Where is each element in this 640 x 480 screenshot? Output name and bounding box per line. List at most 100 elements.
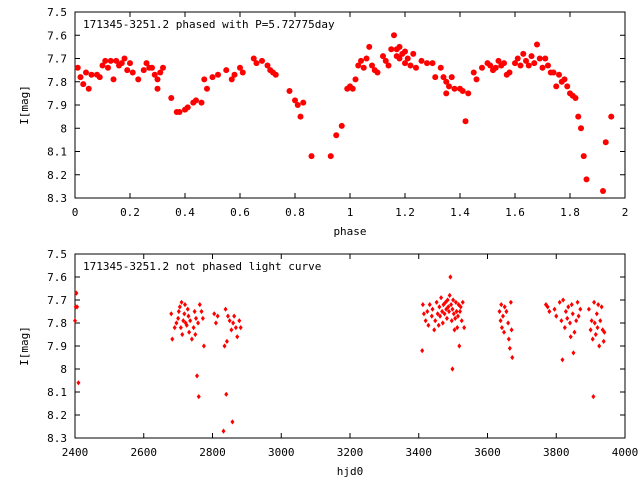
data-point — [575, 113, 582, 120]
data-point — [435, 311, 440, 317]
data-point — [578, 125, 584, 132]
chart-title: 171345-3251.2 phased with P=5.72775day — [83, 18, 335, 31]
data-point — [536, 55, 543, 62]
data-point — [575, 299, 580, 305]
data-point — [99, 62, 106, 69]
data-point — [421, 311, 426, 317]
data-point — [225, 313, 230, 319]
x-tick-label: 2600 — [131, 446, 158, 459]
data-point — [443, 78, 450, 85]
plot-frame — [74, 11, 626, 199]
data-point — [571, 350, 576, 356]
data-point — [75, 304, 80, 310]
data-point — [308, 153, 315, 160]
data-point — [198, 99, 205, 106]
data-point — [391, 32, 397, 39]
data-point — [593, 331, 598, 338]
y-tick-label: 7.8 — [47, 76, 67, 89]
data-point — [434, 299, 439, 305]
data-point — [440, 320, 445, 326]
data-point — [420, 348, 425, 354]
data-point — [510, 354, 515, 361]
data-point — [562, 325, 567, 331]
data-point — [80, 81, 87, 88]
data-point — [110, 76, 117, 83]
data-point — [449, 302, 454, 308]
data-point — [497, 308, 502, 315]
data-point — [437, 304, 442, 310]
data-point — [451, 311, 456, 317]
y-tick-label: 8.1 — [47, 386, 67, 399]
data-point — [231, 71, 238, 78]
y-tick-label: 8.1 — [47, 146, 67, 159]
data-point — [191, 325, 196, 331]
data-point — [228, 76, 235, 83]
y-tick-label: 7.7 — [47, 294, 67, 307]
x-tick-label: 1.2 — [395, 206, 415, 219]
data-point — [423, 318, 428, 324]
data-point — [186, 313, 191, 319]
data-point — [221, 428, 226, 434]
data-point — [508, 299, 513, 305]
data-point — [514, 55, 521, 62]
data-point — [239, 69, 246, 76]
data-point — [502, 329, 506, 335]
x-tick-label: 2800 — [199, 446, 226, 459]
data-point — [180, 331, 185, 338]
y-axis-label: I[mag] — [18, 85, 31, 125]
x-axis-label: phase — [333, 225, 366, 238]
data-point — [452, 327, 457, 333]
x-tick-label: 3000 — [268, 446, 295, 459]
data-point — [74, 290, 79, 296]
x-tick-label: 3400 — [406, 446, 433, 459]
data-point — [197, 302, 202, 308]
data-point — [107, 57, 114, 64]
data-point — [525, 62, 532, 69]
data-point — [570, 311, 575, 317]
x-tick-label: 1.8 — [560, 206, 580, 219]
x-tick-label: 3800 — [543, 446, 570, 459]
data-point — [458, 304, 463, 310]
data-point — [85, 85, 92, 92]
data-point — [195, 373, 200, 379]
data-point — [185, 306, 190, 312]
data-point — [594, 311, 599, 317]
data-point — [492, 64, 499, 71]
data-point — [574, 318, 579, 324]
data-point — [451, 85, 458, 92]
data-point — [215, 313, 220, 319]
data-point — [512, 60, 518, 67]
data-point — [440, 308, 445, 315]
data-point — [432, 74, 439, 81]
data-point — [187, 329, 192, 335]
data-point — [576, 313, 581, 319]
data-point — [501, 60, 507, 67]
data-point — [495, 57, 502, 64]
data-point — [487, 62, 494, 69]
data-point — [460, 299, 465, 305]
data-point — [450, 306, 455, 312]
data-point — [602, 329, 607, 335]
data-point — [160, 64, 166, 71]
x-tick-label: 0.8 — [285, 206, 305, 219]
y-tick-label: 7.6 — [47, 271, 67, 284]
data-point — [224, 338, 229, 344]
data-point — [608, 113, 615, 120]
data-point — [550, 69, 557, 76]
data-point — [499, 325, 504, 331]
data-point — [545, 304, 550, 310]
data-point — [590, 336, 595, 342]
data-point — [402, 48, 408, 55]
data-point — [154, 85, 161, 92]
data-point — [470, 69, 477, 76]
data-point — [172, 325, 177, 331]
data-point — [204, 85, 210, 92]
data-point — [200, 315, 205, 321]
data-point — [459, 318, 464, 324]
data-point — [250, 55, 257, 62]
data-point — [413, 64, 419, 71]
data-point — [194, 315, 198, 321]
data-point — [506, 336, 511, 342]
data-point — [561, 297, 566, 303]
y-axis-ticks: 7.5 7.6 7.7 7.8 7.9 8 8.1 8.2 8.3 — [47, 6, 625, 205]
